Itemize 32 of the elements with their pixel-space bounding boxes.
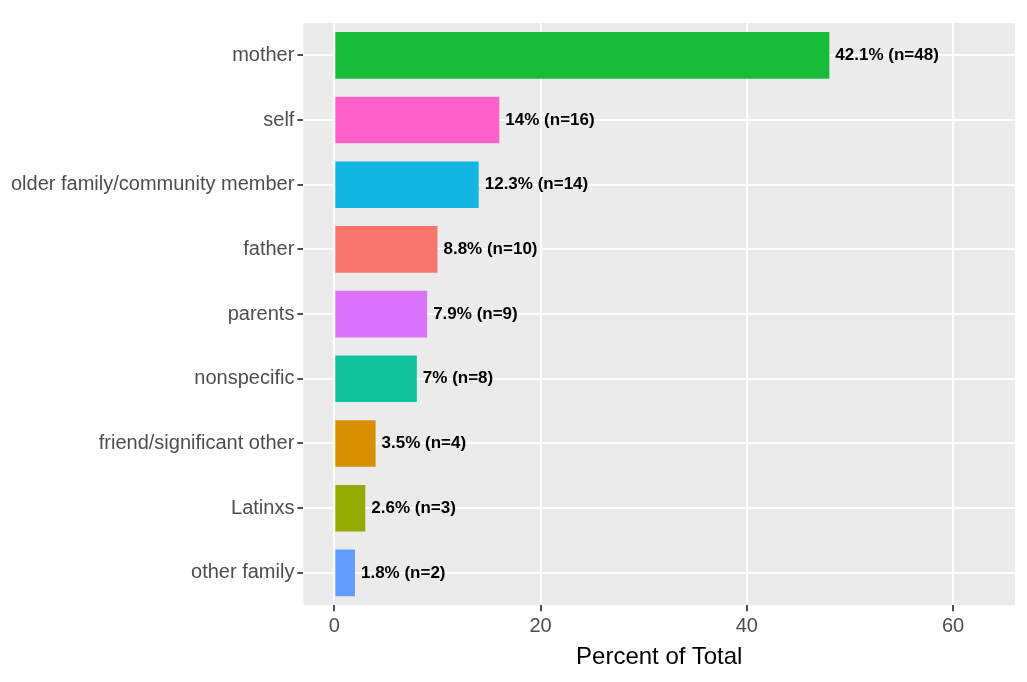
data-label: 7% (n=8) bbox=[422, 368, 494, 388]
y-tick-label: older family/community member bbox=[10, 172, 295, 195]
bar bbox=[335, 549, 355, 597]
data-label: 42.1% (n=48) bbox=[835, 45, 939, 65]
bar bbox=[335, 484, 366, 532]
y-tick-label: self bbox=[263, 107, 295, 130]
x-axis-title: Percent of Total bbox=[576, 642, 743, 670]
x-tick-label: 60 bbox=[942, 613, 965, 636]
y-tick-label: Latinxs bbox=[231, 495, 295, 518]
y-tick-label: nonspecific bbox=[194, 366, 295, 389]
data-label: 12.3% (n=14) bbox=[484, 174, 589, 194]
data-label: 1.8% (n=2) bbox=[360, 562, 446, 582]
data-label: 2.6% (n=3) bbox=[371, 497, 456, 517]
y-tick-label: father bbox=[243, 236, 295, 259]
y-tick-label: mother bbox=[232, 42, 295, 65]
bar bbox=[335, 355, 417, 403]
bar bbox=[335, 32, 830, 79]
x-tick-label: 0 bbox=[328, 613, 340, 636]
bar bbox=[335, 226, 438, 273]
bar bbox=[335, 290, 428, 338]
bar bbox=[335, 420, 376, 467]
data-label: 8.8% (n=10) bbox=[443, 239, 538, 259]
y-tick-label: other family bbox=[191, 560, 295, 583]
y-tick-label: friend/significant other bbox=[98, 430, 295, 453]
bar bbox=[335, 96, 500, 144]
x-tick-label: 20 bbox=[529, 613, 552, 636]
data-label: 3.5% (n=4) bbox=[381, 433, 467, 453]
y-tick-label: parents bbox=[227, 301, 295, 324]
data-label: 14% (n=16) bbox=[505, 109, 595, 129]
data-label: 7.9% (n=9) bbox=[433, 303, 518, 323]
bar bbox=[335, 161, 479, 209]
x-tick-label: 40 bbox=[735, 613, 758, 636]
